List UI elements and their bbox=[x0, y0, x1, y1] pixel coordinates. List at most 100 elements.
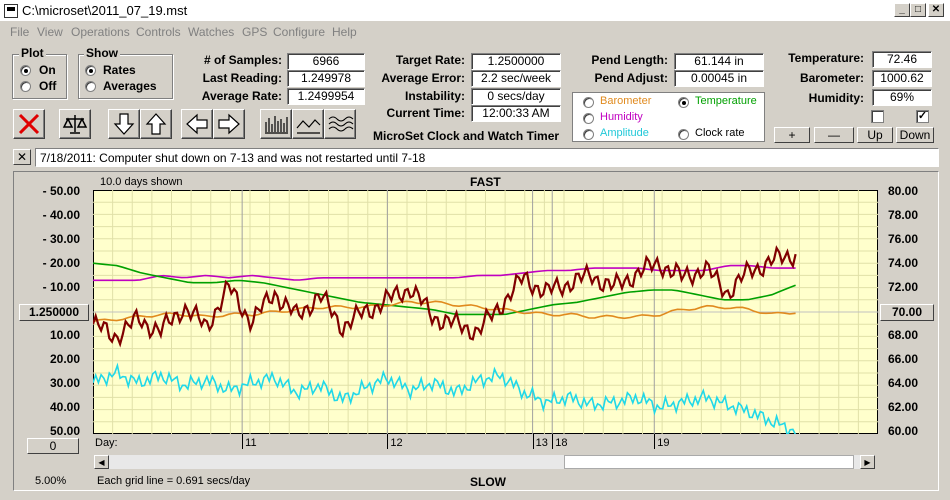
plot-on-radio[interactable] bbox=[20, 65, 31, 76]
arrow-up-button[interactable] bbox=[140, 109, 172, 139]
right-tick-label: 78.00 bbox=[888, 208, 919, 222]
left-tick-label: - 20.00 bbox=[42, 256, 80, 270]
right-checkbox[interactable]: ✓ bbox=[916, 110, 929, 123]
temperature-radio[interactable] bbox=[678, 97, 689, 108]
left-checkbox[interactable] bbox=[871, 110, 884, 123]
note-close-button[interactable]: ✕ bbox=[13, 149, 31, 165]
line-view-button[interactable] bbox=[292, 109, 324, 139]
down-button[interactable]: Down bbox=[896, 127, 934, 143]
slow-label: SLOW bbox=[470, 475, 506, 489]
menu-help[interactable]: Help bbox=[332, 25, 357, 39]
fast-label: FAST bbox=[470, 175, 501, 189]
day-tick-mark bbox=[387, 434, 389, 449]
average-rate-value: 1.2499954 bbox=[287, 88, 365, 105]
bar-graph-icon bbox=[265, 116, 288, 134]
plot-area[interactable] bbox=[93, 190, 878, 434]
last-reading-label: Last Reading: bbox=[202, 71, 282, 85]
show-rates-radio[interactable] bbox=[85, 65, 96, 76]
barometer-radio[interactable] bbox=[583, 97, 594, 108]
current-time-label: Current Time: bbox=[386, 106, 465, 120]
app-name: MicroSet Clock and Watch Timer bbox=[373, 129, 560, 143]
arrow-down-icon bbox=[113, 113, 135, 135]
plot-group-title: Plot bbox=[19, 46, 46, 60]
show-group-title: Show bbox=[84, 46, 120, 60]
grid-info: Each grid line = 0.691 secs/day bbox=[97, 475, 251, 487]
menu-operations[interactable]: Operations bbox=[71, 25, 130, 39]
average-error-value: 2.2 sec/week bbox=[471, 70, 561, 87]
note-field[interactable]: 7/18/2011: Computer shut down on 7-13 an… bbox=[35, 148, 939, 167]
day-tick-mark bbox=[242, 434, 244, 449]
instability-label: Instability: bbox=[404, 89, 465, 103]
wave-view-button[interactable] bbox=[324, 109, 356, 139]
day-tick-label: 19 bbox=[657, 437, 670, 449]
maximize-button[interactable]: □ bbox=[910, 3, 926, 17]
balance-button[interactable] bbox=[59, 109, 91, 139]
close-button[interactable]: ✕ bbox=[928, 3, 944, 17]
pend-length-label: Pend Length: bbox=[591, 53, 668, 67]
title-bar: C:\microset\2011_07_19.mst _ □ ✕ bbox=[0, 0, 950, 22]
scroll-left-button[interactable]: ◀ bbox=[94, 455, 109, 469]
humidity-option: Humidity bbox=[600, 111, 643, 123]
days-shown: 10.0 days shown bbox=[100, 176, 183, 188]
right-tick-label: 80.00 bbox=[888, 184, 919, 198]
menu-bar: File View Operations Controls Watches GP… bbox=[0, 23, 950, 41]
clock-rate-option: Clock rate bbox=[695, 127, 745, 139]
day-tick-label: 18 bbox=[555, 437, 568, 449]
left-tick-label: 30.00 bbox=[49, 376, 80, 390]
stop-button[interactable] bbox=[13, 109, 45, 139]
offset-box[interactable]: 0 bbox=[27, 438, 79, 454]
right-tick-label: 62.00 bbox=[888, 400, 919, 414]
clock-rate-radio[interactable] bbox=[678, 129, 689, 140]
up-button[interactable]: Up bbox=[857, 127, 893, 143]
show-rates-label: Rates bbox=[103, 63, 136, 77]
left-tick-label: - 10.00 bbox=[42, 280, 80, 294]
target-rate-box[interactable]: 1.250000 bbox=[19, 304, 89, 321]
right-tick-label: 68.00 bbox=[888, 328, 919, 342]
left-tick-label: 10.00 bbox=[49, 328, 80, 342]
window-title: C:\microset\2011_07_19.mst bbox=[22, 3, 188, 18]
temperature-value: 72.46 bbox=[872, 51, 932, 68]
arrow-left-button[interactable] bbox=[181, 109, 213, 139]
minimize-button[interactable]: _ bbox=[894, 3, 910, 17]
target-rate-value: 1.2500000 bbox=[471, 53, 561, 70]
menu-view[interactable]: View bbox=[37, 25, 63, 39]
menu-configure[interactable]: Configure bbox=[273, 25, 326, 39]
average-rate-label: Average Rate: bbox=[201, 89, 282, 103]
series-line bbox=[93, 362, 797, 434]
balance-scale-icon bbox=[62, 115, 88, 134]
amplitude-radio[interactable] bbox=[583, 129, 594, 140]
day-tick-label: 12 bbox=[390, 437, 403, 449]
day-tick-label: 11 bbox=[245, 437, 257, 449]
arrow-down-button[interactable] bbox=[108, 109, 140, 139]
menu-gps[interactable]: GPS bbox=[242, 25, 268, 39]
plus-button[interactable]: + bbox=[774, 127, 810, 143]
temp-center-box[interactable]: 70.00 bbox=[880, 304, 934, 321]
day-tick-mark bbox=[532, 434, 534, 449]
pend-adjust-label: Pend Adjust: bbox=[594, 71, 668, 85]
menu-watches[interactable]: Watches bbox=[188, 25, 235, 39]
sensor-panel bbox=[572, 92, 765, 142]
horizontal-scrollbar[interactable]: ◀ ▶ bbox=[93, 454, 876, 470]
show-averages-radio[interactable] bbox=[85, 81, 96, 92]
barometer-value: 1000.62 bbox=[872, 70, 932, 87]
scroll-track[interactable] bbox=[564, 455, 854, 469]
bars-view-button[interactable] bbox=[260, 109, 292, 139]
right-tick-label: 64.00 bbox=[888, 376, 919, 390]
scroll-right-button[interactable]: ▶ bbox=[860, 455, 875, 469]
last-reading-value: 1.249978 bbox=[287, 70, 365, 87]
barometer-option: Barometer bbox=[600, 95, 652, 107]
arrow-up-icon bbox=[145, 113, 167, 135]
left-tick-label: 20.00 bbox=[49, 352, 80, 366]
humidity-radio[interactable] bbox=[583, 113, 594, 124]
plot-off-label: Off bbox=[39, 79, 57, 93]
day-tick-mark bbox=[654, 434, 656, 449]
menu-controls[interactable]: Controls bbox=[136, 25, 181, 39]
arrow-right-button[interactable] bbox=[213, 109, 245, 139]
humidity-label: Humidity: bbox=[808, 91, 864, 105]
menu-file[interactable]: File bbox=[10, 25, 30, 39]
samples-label: # of Samples: bbox=[203, 53, 282, 67]
right-tick-label: 76.00 bbox=[888, 232, 919, 246]
plot-off-radio[interactable] bbox=[20, 81, 31, 92]
minus-button[interactable]: — bbox=[814, 127, 854, 143]
plot-on-label: On bbox=[39, 63, 56, 77]
